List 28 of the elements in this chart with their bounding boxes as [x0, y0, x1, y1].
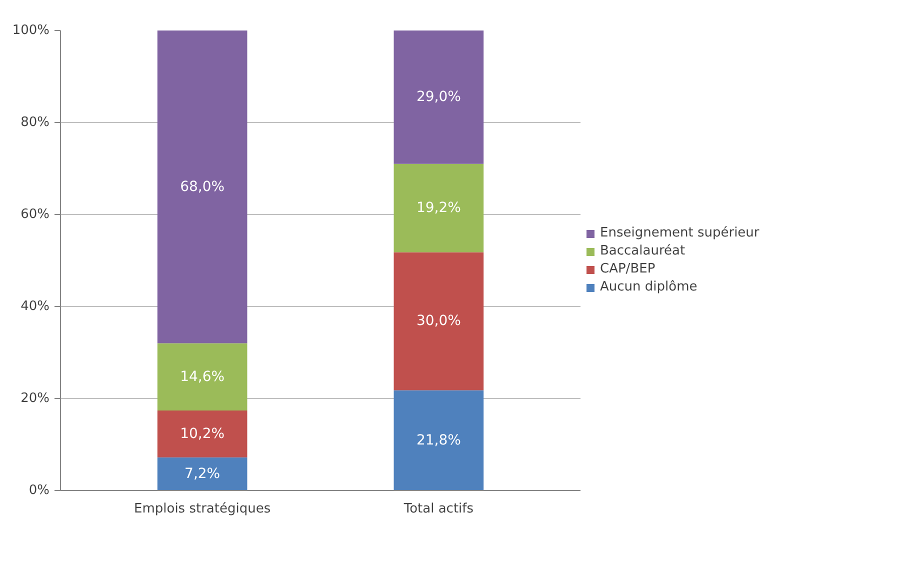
bar	[394, 164, 484, 252]
y-tick-label: 0%	[28, 483, 50, 498]
legend-label: Baccalauréat	[600, 244, 686, 258]
data-label: 30,0%	[416, 313, 461, 330]
bar	[394, 252, 484, 390]
data-label: 21,8%	[416, 432, 461, 448]
data-label: 14,6%	[180, 368, 225, 385]
x-tick-label: Emplois stratégiques	[134, 502, 271, 516]
data-label: 10,2%	[180, 426, 225, 442]
y-tick-label: 40%	[20, 299, 50, 314]
y-tick-label: 60%	[20, 207, 50, 222]
bar	[394, 30, 484, 164]
y-tick-label: 100%	[12, 23, 50, 38]
bar	[157, 343, 248, 410]
bar	[394, 390, 484, 490]
bar	[157, 410, 248, 458]
y-tick-label: 80%	[20, 115, 50, 130]
legend-label: Aucun diplôme	[600, 280, 698, 294]
bar	[157, 457, 248, 490]
data-label: 29,0%	[416, 89, 461, 106]
y-tick-label: 20%	[20, 391, 50, 406]
data-label: 19,2%	[416, 200, 461, 216]
legend-label: CAP/BEP	[600, 262, 656, 276]
data-label: 68,0%	[180, 178, 225, 195]
bar	[157, 30, 248, 344]
data-label: 7,2%	[184, 466, 220, 482]
legend-label: Enseignement supérieur	[600, 226, 760, 240]
x-tick-label: Total actifs	[402, 502, 474, 516]
